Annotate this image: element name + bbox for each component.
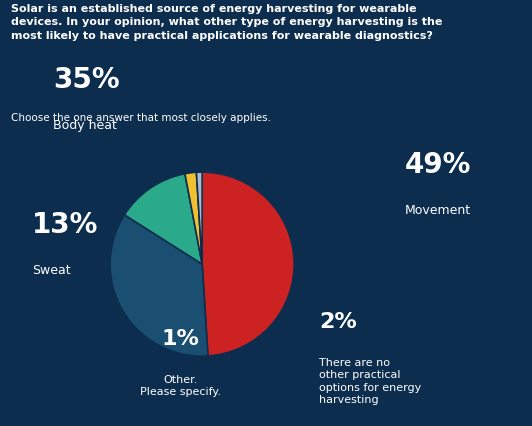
Text: Other.
Please specify.: Other. Please specify.	[140, 375, 221, 397]
Wedge shape	[202, 172, 294, 356]
Wedge shape	[196, 172, 202, 264]
Wedge shape	[185, 172, 202, 264]
Text: Movement: Movement	[404, 204, 470, 218]
Text: 35%: 35%	[53, 66, 120, 94]
Text: Solar is an established source of energy harvesting for wearable
devices. In you: Solar is an established source of energy…	[11, 4, 442, 40]
Text: Body heat: Body heat	[53, 119, 117, 132]
Wedge shape	[124, 174, 202, 264]
Text: 1%: 1%	[162, 329, 200, 349]
Text: 49%: 49%	[404, 151, 471, 179]
Wedge shape	[110, 215, 208, 356]
Text: Sweat: Sweat	[32, 264, 71, 277]
Text: There are no
other practical
options for energy
harvesting: There are no other practical options for…	[319, 358, 421, 405]
Text: Choose the one answer that most closely applies.: Choose the one answer that most closely …	[11, 113, 271, 123]
Text: 13%: 13%	[32, 210, 98, 239]
Text: 2%: 2%	[319, 312, 357, 332]
